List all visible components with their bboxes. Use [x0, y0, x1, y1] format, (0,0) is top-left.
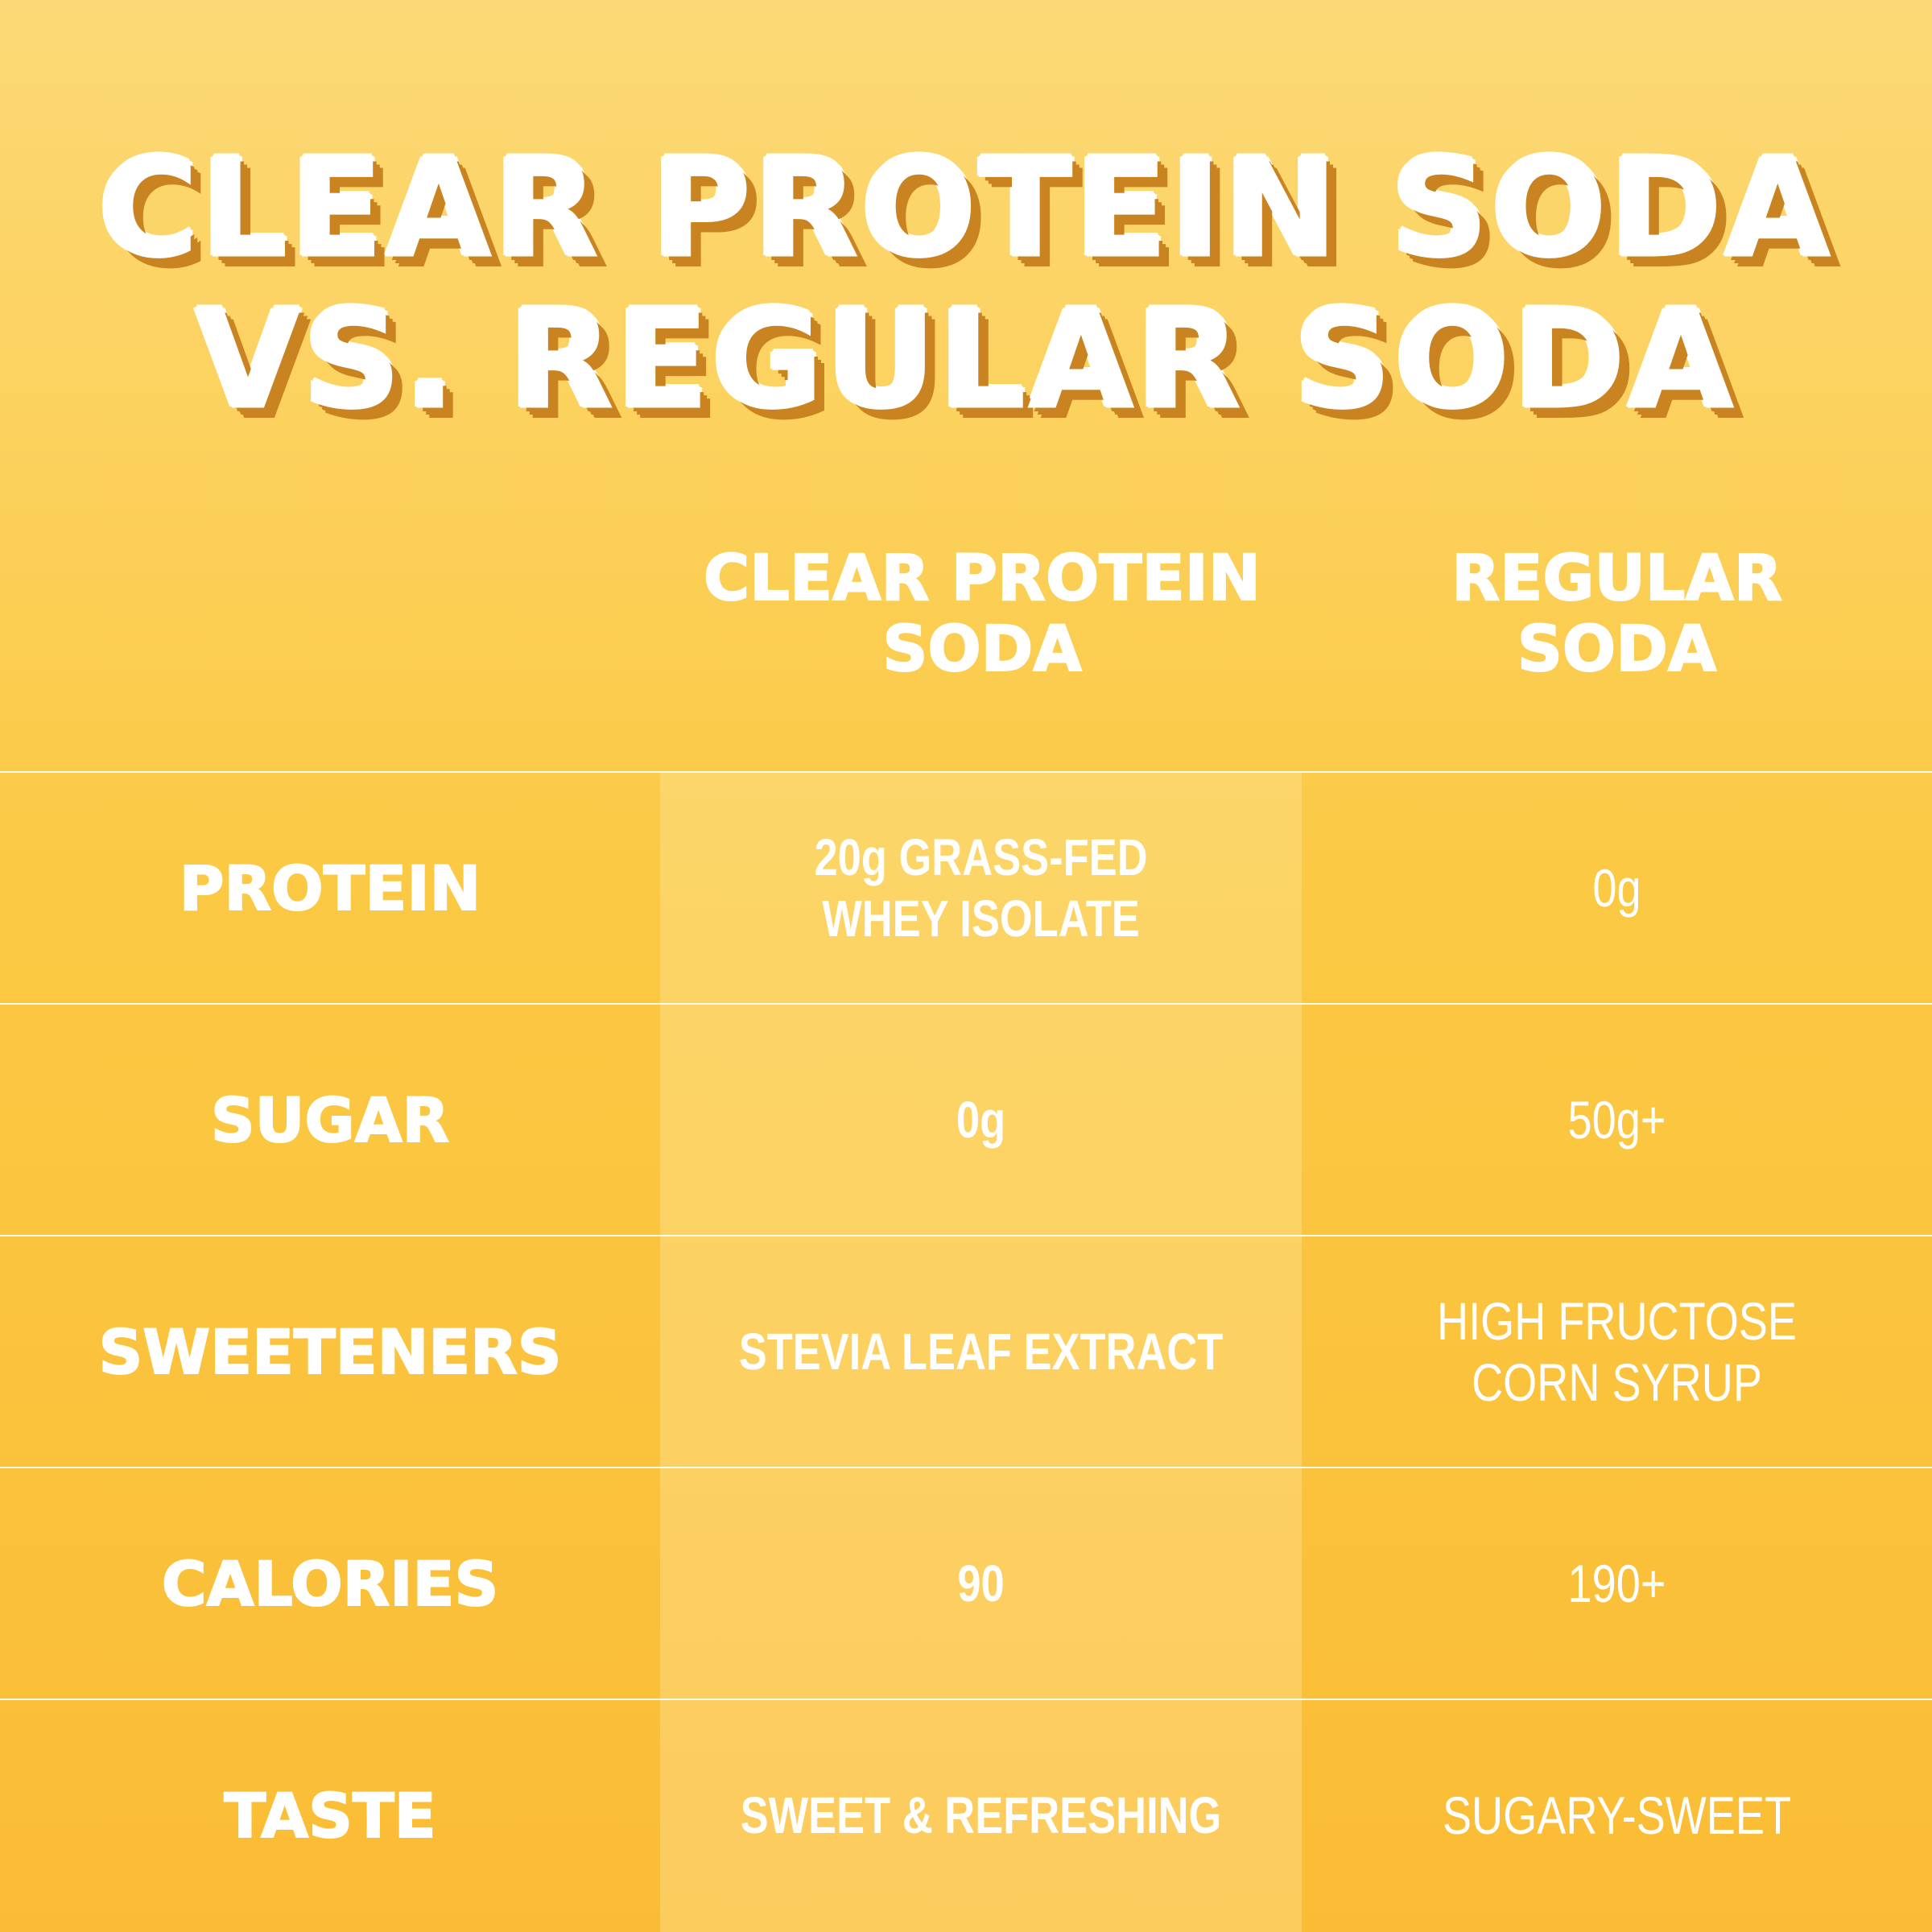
title-line-2: VS. REGULAR SODA — [195, 281, 1736, 439]
clear-value: STEVIA LEAF EXTRACT — [718, 1236, 1245, 1467]
column-header-line: CLEAR PROTEIN — [703, 543, 1261, 615]
regular-value: HIGH FRUCTOSE CORN SYRUP — [1358, 1236, 1875, 1467]
column-header-line: REGULAR — [1451, 543, 1783, 615]
column-header-clear-protein-soda: CLEAR PROTEIN SODA — [660, 543, 1304, 686]
table-row: TASTE SWEET & REFRESHING SUGARY-SWEET — [0, 1699, 1932, 1930]
clear-value-line: 90 — [957, 1554, 1005, 1612]
regular-value: 50g+ — [1358, 1005, 1875, 1235]
regular-value-line: 190+ — [1567, 1554, 1666, 1613]
clear-value: 0g — [718, 1005, 1245, 1235]
table-row: CALORIES 90 190+ — [0, 1467, 1932, 1699]
column-header-line: SODA — [1517, 613, 1718, 686]
table-row: SUGAR 0g 50g+ — [0, 1003, 1932, 1235]
row-label: SUGAR — [210, 1084, 450, 1157]
regular-value: 0g — [1358, 773, 1875, 1003]
clear-value-line: 20g GRASS-FED — [814, 828, 1148, 886]
clear-column-highlight — [660, 773, 1302, 1932]
clear-value-line: 0g — [956, 1091, 1006, 1149]
column-header-line: SODA — [881, 613, 1083, 686]
table-row: SWEETENERS STEVIA LEAF EXTRACT HIGH FRUC… — [0, 1235, 1932, 1467]
regular-value-line: HIGH FRUCTOSE — [1436, 1291, 1798, 1351]
table-row: PROTEIN 20g GRASS-FED WHEY ISOLATE 0g — [0, 771, 1932, 1003]
row-label: PROTEIN — [179, 852, 481, 925]
clear-value-line: WHEY ISOLATE — [822, 890, 1140, 947]
clear-value: 90 — [718, 1468, 1245, 1699]
page-title: CLEAR PROTEIN SODA VS. REGULAR SODA — [0, 130, 1932, 439]
comparison-table: PROTEIN 20g GRASS-FED WHEY ISOLATE 0g SU… — [0, 771, 1932, 1930]
regular-value-line: SUGARY-SWEET — [1442, 1785, 1792, 1845]
regular-value: SUGARY-SWEET — [1358, 1700, 1875, 1930]
regular-value-line: CORN SYRUP — [1472, 1352, 1762, 1412]
clear-value: 20g GRASS-FED WHEY ISOLATE — [718, 773, 1245, 1003]
clear-value: SWEET & REFRESHING — [718, 1700, 1245, 1930]
regular-value-line: 0g — [1592, 858, 1641, 918]
regular-value-line: 50g+ — [1567, 1090, 1666, 1150]
title-line-1: CLEAR PROTEIN SODA — [97, 130, 1834, 287]
row-label: CALORIES — [161, 1547, 499, 1620]
row-label: SWEETENERS — [98, 1315, 563, 1389]
regular-value: 190+ — [1358, 1468, 1875, 1699]
clear-value-line: SWEET & REFRESHING — [740, 1786, 1222, 1844]
column-header-regular-soda: REGULAR SODA — [1302, 543, 1932, 686]
row-label: TASTE — [223, 1779, 436, 1852]
clear-value-line: STEVIA LEAF EXTRACT — [738, 1323, 1224, 1381]
